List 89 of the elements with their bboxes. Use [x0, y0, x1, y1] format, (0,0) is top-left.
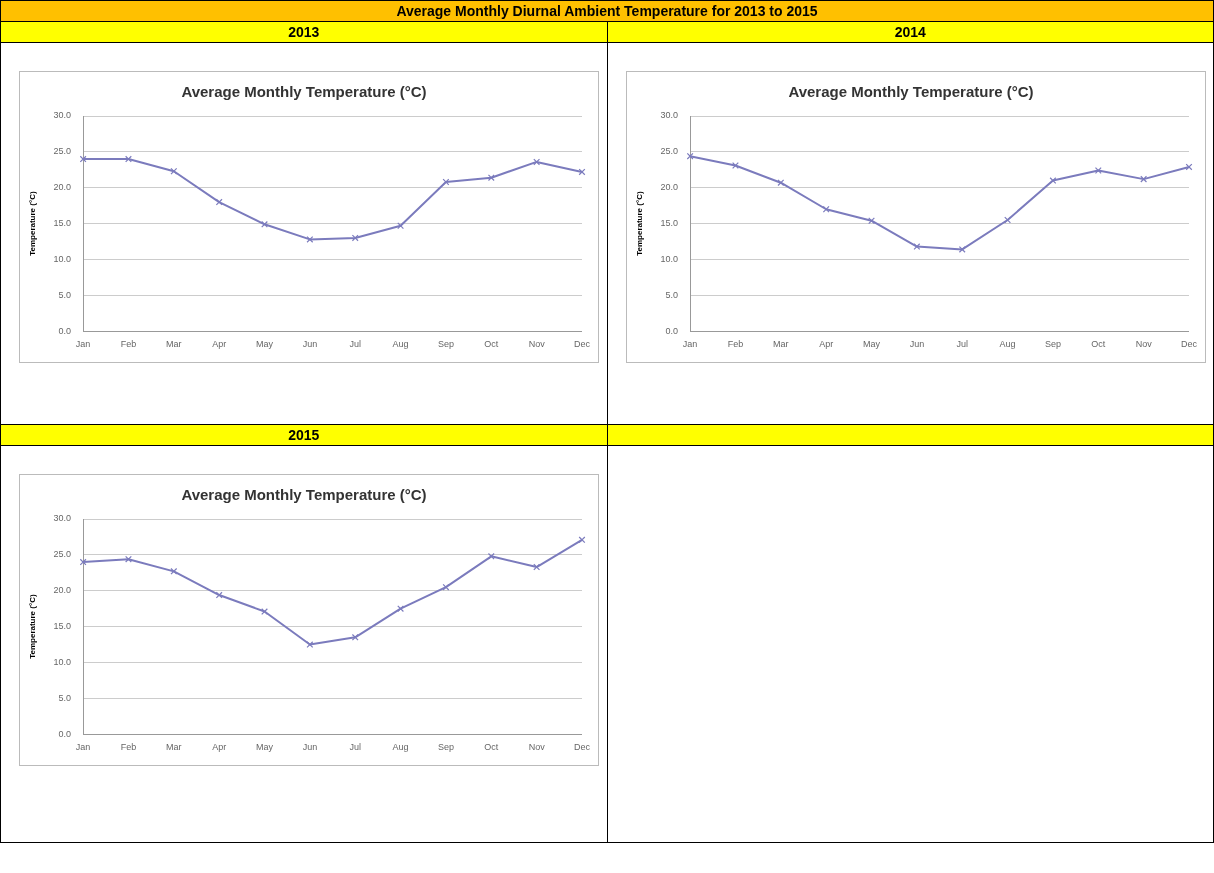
x-tick-label: Dec	[573, 339, 591, 350]
y-tick-label: 0.0	[665, 325, 678, 336]
x-tick-label: Dec	[573, 742, 591, 753]
y-axis-title: Temperature (°C)	[28, 594, 37, 659]
x-tick-label: Aug	[392, 742, 409, 753]
x-tick-label: Feb	[727, 339, 743, 350]
point	[170, 567, 178, 575]
x-tick-label: Feb	[120, 339, 137, 350]
x-tick-label: Feb	[120, 742, 137, 753]
point	[306, 641, 314, 648]
x-tick-label: Jun	[302, 339, 318, 350]
x-tick-label: Nov	[528, 339, 546, 350]
x-tick-label: Oct	[484, 742, 499, 753]
point	[533, 563, 541, 571]
y-tick-label: 25.0	[660, 146, 678, 157]
point	[125, 155, 132, 163]
y-tick-label: 0.0	[58, 325, 72, 336]
point	[306, 235, 314, 243]
x-tick-label: Mar	[772, 339, 789, 350]
x-tick-label: Oct	[1090, 339, 1106, 350]
point	[776, 179, 784, 187]
point	[215, 198, 223, 206]
y-tick-label: 30.0	[660, 110, 678, 121]
point	[912, 243, 920, 250]
y-tick-label: 20.0	[660, 182, 678, 193]
point	[397, 222, 405, 230]
point	[1003, 216, 1011, 224]
chart-title: Average Monthly Temperature (°C)	[181, 83, 427, 101]
x-tick-label: Dec	[1180, 339, 1197, 350]
y-tick-label: 15.0	[53, 621, 72, 632]
chart-title: Average Monthly Temperature (°C)	[181, 486, 427, 504]
x-tick-label: Sep	[1044, 339, 1061, 350]
chart-subtitle: 2014	[607, 21, 1214, 43]
point	[578, 536, 586, 544]
text: Average Monthly Diurnal Ambient Temperature for 2013 to 2015	[0, 0, 1214, 22]
x-tick-label: Apr	[212, 339, 227, 350]
x-tick-label: Aug	[392, 339, 409, 350]
x-tick-label: Jul	[349, 339, 361, 350]
x-tick-label: Mar	[166, 339, 182, 350]
x-tick-label: May	[862, 339, 881, 350]
point	[1094, 167, 1102, 174]
y-tick-label: 30.0	[53, 513, 72, 524]
point	[533, 158, 541, 166]
y-tick-label: 5.0	[665, 289, 678, 300]
x-tick-label: Jan	[75, 339, 91, 350]
y-tick-label: 25.0	[53, 549, 72, 560]
x-tick-label: Jan	[75, 742, 91, 753]
y-tick-label: 10.0	[660, 253, 678, 264]
x-tick-label: Sep	[437, 742, 454, 753]
x-tick-label: Oct	[484, 339, 499, 350]
point	[125, 555, 132, 563]
x-tick-label: Jun	[909, 339, 924, 350]
y-tick-label: 25.0	[53, 146, 72, 157]
y-tick-label: 15.0	[660, 218, 678, 229]
point	[867, 217, 875, 225]
x-tick-label: Nov	[1135, 339, 1152, 350]
point	[1049, 177, 1056, 184]
y-tick-label: 10.0	[53, 656, 72, 667]
y-tick-label: 15.0	[53, 218, 72, 229]
y-axis-title: Temperature (°C)	[28, 191, 37, 256]
x-tick-label: Apr	[212, 742, 227, 753]
y-tick-label: 30.0	[53, 110, 72, 121]
x-tick-label: May	[256, 339, 274, 350]
point	[261, 220, 268, 228]
x-tick-label: Mar	[166, 742, 182, 753]
y-tick-label: 20.0	[53, 182, 72, 193]
y-tick-label: 20.0	[53, 585, 72, 596]
y-tick-label: 10.0	[53, 253, 72, 264]
point	[215, 591, 223, 599]
x-tick-label: May	[256, 742, 274, 753]
x-tick-label: Jul	[349, 742, 361, 753]
y-tick-label: 0.0	[58, 728, 72, 739]
x-tick-label: Jan	[682, 339, 697, 350]
y-axis-title: Temperature (°C)	[634, 191, 644, 256]
point	[1139, 175, 1147, 183]
x-tick-label: Aug	[999, 339, 1016, 350]
y-tick-label: 5.0	[58, 692, 72, 703]
chart-title: Average Monthly Temperature (°C)	[787, 83, 1034, 101]
x-tick-label: Jul	[955, 339, 968, 350]
y-tick-label: 5.0	[58, 289, 72, 300]
x-tick-label: Sep	[437, 339, 454, 350]
point	[958, 246, 966, 253]
x-tick-label: Nov	[528, 742, 546, 753]
point	[351, 633, 359, 641]
chart-subtitle: 2015	[0, 424, 607, 446]
point	[351, 234, 359, 242]
x-tick-label: Jun	[302, 742, 318, 753]
chart-subtitle: 2013	[0, 21, 607, 43]
x-tick-label: Apr	[818, 339, 833, 350]
